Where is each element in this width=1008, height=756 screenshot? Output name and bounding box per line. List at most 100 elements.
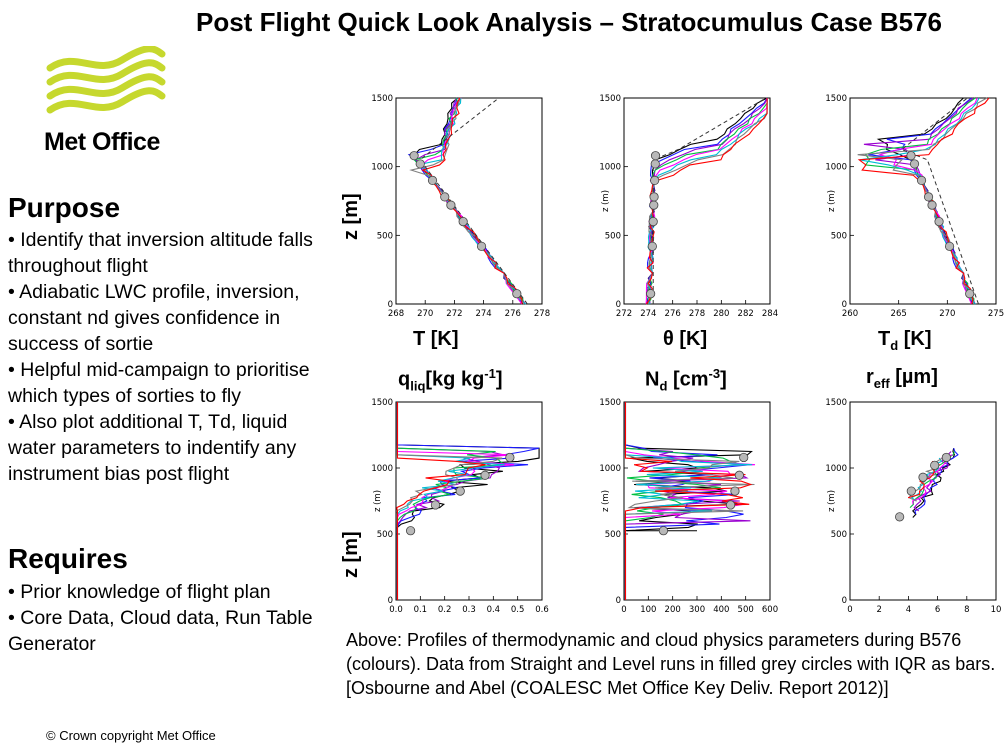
y-tick-label: 1000 [371,464,393,474]
run-mean-circle [739,452,749,463]
x-tick-label: 270 [939,309,955,319]
y-tick-label: 1500 [825,398,847,408]
profile-series-line [413,97,525,305]
run-mean-circle [512,289,522,299]
run-mean-circle [440,192,450,202]
copyright-notice: © Crown copyright Met Office [46,728,216,743]
x-axis-label-temperature: T [K] [413,328,459,350]
x-tick-label: 260 [842,309,858,319]
run-mean-circle [930,460,940,470]
x-tick-label: 500 [738,605,754,615]
dewpoint-profile-plot: z (m) 0 500 1000 1500 260 265 270 275 [825,94,1004,319]
x-tick-label: 0.2 [438,605,452,615]
requires-bullet: • Prior knowledge of flight plan [8,581,271,603]
figure-caption: Above: Profiles of thermodynamic and clo… [346,630,996,698]
x-tick-label: 300 [689,605,705,615]
purpose-heading: Purpose [8,192,121,223]
run-mean-circle [409,151,419,161]
y-axis-title: z (m) [601,490,611,512]
y-tick-label: 1000 [825,464,847,474]
profile-series-line [421,97,523,305]
profile-series-line [859,97,980,305]
run-mean-circle [405,526,416,536]
profile-series-line [396,402,515,600]
x-tick-label: 270 [417,309,433,319]
x-tick-label: 0 [621,605,626,615]
x-tick-label: 2 [876,605,881,615]
profile-series-line [857,97,988,305]
y-tick-label: 1000 [371,163,393,173]
met-office-logo-icon [46,46,166,114]
potential-temperature-profile-plot: z (m) 0 500 1000 1500 272 274 276 278 280 282 284 [599,94,778,319]
y-axis-title: z (m) [827,190,837,212]
liquid-water-profile-plot: z (m) 0 500 1000 1500 0.0 0.1 0.2 0.3 0.4 0.5 0.6 [371,398,548,615]
x-axis-label-qliq: qliq[kg kg-1] [398,366,503,394]
y-tick-label: 1500 [599,94,621,104]
logo-text: Met Office [44,128,160,156]
run-mean-circle [427,175,438,186]
y-tick-label: 1000 [599,464,621,474]
plot-frame [395,97,543,305]
run-mean-circle [476,241,487,251]
profile-series-line [864,97,976,305]
requires-heading: Requires [8,543,128,574]
run-mean-circle [446,200,456,210]
x-tick-label: 600 [762,605,778,615]
y-tick-label: 500 [831,231,847,241]
profile-series-line [876,97,974,305]
run-mean-circle [650,159,660,169]
x-tick-label: 0 [847,605,852,615]
run-mean-circle [505,452,515,463]
x-tick-label: 272 [446,309,462,319]
run-mean-circle [658,526,669,536]
requires-bullet: • Core Data, Cloud data, Run Table Gener… [8,607,313,655]
profile-series-line [624,402,753,600]
x-tick-label: 0.0 [389,605,403,615]
droplet-number-profile-plot: z (m) 0 500 1000 1500 0 100 200 300 400 500 600 [599,398,778,615]
y-tick-label: 500 [377,231,393,241]
x-tick-label: 10 [991,605,1002,615]
x-tick-label: 6 [935,605,940,615]
requires-list: • Prior knowledge of flight plan • Core … [8,579,328,657]
profile-series-line [857,97,990,305]
y-tick-label: 0 [842,300,847,310]
purpose-list: • Identify that inversion altitude falls… [8,227,334,487]
profile-series-line [863,97,976,305]
x-tick-label: 274 [475,309,491,319]
profile-series-line [396,402,486,600]
x-axis-label-nd: Nd [cm-3] [645,366,727,394]
run-mean-circle [647,241,657,251]
x-tick-label: 4 [906,605,911,615]
x-tick-label: 282 [738,309,754,319]
run-mean-circle [734,470,744,480]
run-mean-circle [906,151,916,161]
run-mean-circle [934,217,944,227]
effective-radius-profile-plot: z (m) 0 500 1000 1500 0 2 4 6 8 10 [825,398,1002,615]
y-tick-label: 1500 [599,398,621,408]
y-tick-label: 500 [605,530,621,540]
y-tick-label: 500 [605,231,621,241]
page-title: Post Flight Quick Look Analysis – Strato… [196,7,943,37]
x-tick-label: 284 [762,309,778,319]
x-axis-label-reff: reff [µm] [866,366,938,391]
run-mean-circle [918,472,928,482]
run-mean-circle [480,470,490,480]
y-axis-label-top: z [m] [340,193,362,240]
y-tick-label: 1000 [825,163,847,173]
plot-frame [623,97,771,305]
run-mean-circle [927,200,937,210]
reference-dashed-line [652,97,767,304]
y-tick-label: 1500 [371,398,393,408]
x-tick-label: 0.4 [487,605,501,615]
x-axis-label-dewpoint: Td [K] [878,328,932,353]
profile-series-line [409,97,525,305]
y-tick-label: 0 [616,596,621,606]
y-tick-label: 1500 [371,94,393,104]
y-axis-label-bottom: z [m] [340,531,362,578]
x-tick-label: 400 [713,605,729,615]
run-mean-circle [650,175,660,186]
run-mean-circle [965,289,975,299]
run-mean-circle [909,159,920,169]
run-mean-circle [646,289,656,299]
y-tick-label: 500 [377,530,393,540]
